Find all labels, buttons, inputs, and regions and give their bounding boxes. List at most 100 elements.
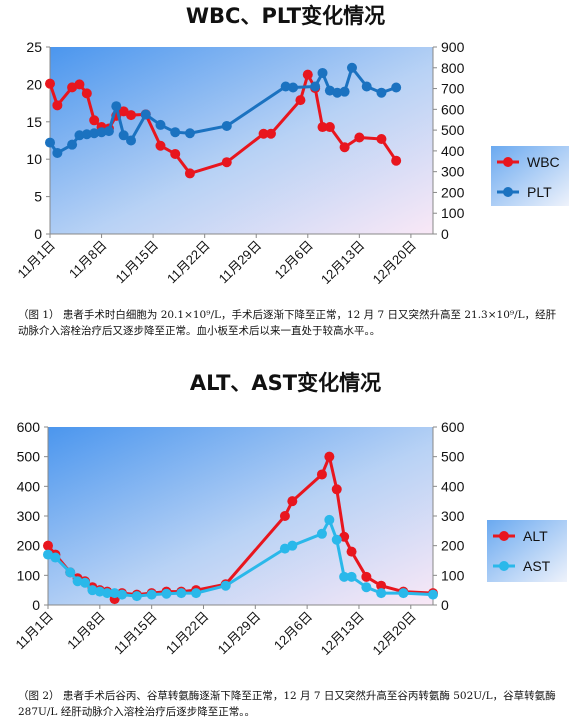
chart1-series-wbc-point [376, 134, 387, 145]
chart2-series-ast-point [161, 588, 172, 599]
chart2-series-ast-point [87, 585, 98, 596]
chart2-series-ast-point [339, 571, 350, 582]
chart2-legend-marker [499, 531, 509, 541]
chart2-alt-ast: 0 100 200 300 400 500 600 0 100 200 300 400 500 600 11… [12, 419, 567, 658]
chart2-series-ast-point [191, 588, 202, 599]
chart1-legend-marker [503, 187, 513, 197]
chart1-x-tick-label: 12月13日 [318, 238, 367, 287]
chart2-series-alt-point [279, 511, 290, 521]
chart1-left-tick-label: 20 [26, 76, 42, 92]
chart1-left-tick-label: 5 [34, 189, 42, 205]
chart1-series-wbc-point [221, 157, 232, 168]
chart1-series-wbc-point [354, 132, 365, 143]
chart2-x-tick-label: 12月20日 [369, 609, 418, 658]
chart2-right-tick-label: 500 [441, 449, 465, 465]
chart2-right-tick-label: 100 [441, 567, 465, 583]
chart1-series-plt-point [361, 81, 372, 92]
chart1-series-wbc-point [74, 79, 85, 90]
chart1-series-plt-point [310, 81, 321, 92]
chart2-series-alt-point [287, 496, 298, 507]
chart2-x-tick-label: 11月22日 [163, 609, 212, 658]
chart1-series-plt-point [96, 127, 107, 138]
chart1-left-tick-label: 10 [26, 151, 42, 167]
chart1-x-tick-label: 12月6日 [272, 238, 316, 282]
chart1-series-wbc-point [155, 140, 166, 151]
chart2-series-ast-point [80, 577, 91, 588]
chart2-left-tick-label: 200 [17, 538, 41, 554]
chart1-legend-label: PLT [527, 184, 552, 200]
chart1-right-tick-label: 600 [441, 101, 465, 117]
chart1-series-plt-point [89, 128, 100, 139]
chart1-right-tick-label: 500 [441, 122, 465, 138]
chart2-legend-label: AST [523, 558, 551, 574]
chart2-series-ast-point [331, 534, 342, 545]
chart1-right-tick-label: 800 [441, 60, 465, 76]
chart1-series-wbc-point [184, 168, 195, 179]
chart1-caption: （图 1） 患者手术时白细胞为 20.1×10⁹/L，手术后逐渐下降至正常，12… [18, 309, 557, 337]
chart2-series-alt-point [346, 546, 357, 557]
chart2-x-tick-label: 11月15日 [111, 609, 160, 658]
chart2-series-ast-point [94, 586, 105, 597]
chart1-series-wbc-point [265, 128, 276, 139]
chart1-series-wbc-point [295, 95, 306, 106]
chart2-series-ast-point [220, 580, 231, 591]
chart1-series-wbc-point [52, 100, 63, 111]
chart2-series-alt-point [376, 580, 387, 591]
chart2-right-tick-label: 0 [441, 597, 449, 613]
chart2-series-alt-point [43, 540, 53, 551]
chart2-legend-label: ALT [523, 528, 548, 544]
chart2-left-tick-label: 300 [17, 508, 41, 524]
chart2-series-ast-point [287, 540, 298, 551]
chart1-series-plt-point [391, 82, 402, 93]
chart2-series-ast-point [398, 588, 409, 599]
chart2-series-ast-point [361, 582, 372, 593]
chart1-left-tick-label: 25 [26, 39, 42, 55]
chart1-series-wbc-point [391, 155, 402, 166]
chart1-series-plt-point [67, 139, 78, 150]
chart1-x-tick-label: 11月8日 [66, 238, 110, 282]
chart1-left-tick-label: 0 [34, 226, 42, 242]
chart2-series-ast-point [176, 588, 187, 599]
chart2-series-alt-point [361, 571, 372, 582]
chart1-series-plt-point [288, 82, 299, 93]
chart1-series-plt-point [140, 109, 151, 120]
chart1-series-plt-point [317, 67, 328, 78]
chart2-series-alt-point [331, 484, 342, 495]
chart1-right-tick-label: 900 [441, 39, 465, 55]
chart1-series-plt-point [332, 87, 343, 98]
chart1-series-plt-point [346, 62, 357, 73]
chart2-series-ast-point [117, 589, 128, 600]
chart2-x-tick-label: 11月29日 [215, 609, 264, 658]
chart1-series-plt-point [81, 129, 92, 140]
chart1-series-plt-point [376, 87, 387, 98]
chart1-left-tick-label: 15 [26, 114, 42, 130]
chart1-legend [491, 146, 569, 206]
chart1-wbc-plt: 0 5 10 15 20 25 0 100 200 300 400 500 600 700 800 900 11… [14, 39, 569, 287]
chart2-x-tick-label: 11月1日 [12, 609, 56, 653]
chart2-series-alt-point [324, 451, 335, 462]
chart2-series-ast-point [146, 589, 157, 600]
chart2-series-ast-point [316, 528, 327, 539]
chart2-series-ast-point [102, 588, 113, 599]
chart2-title: ALT、AST变化情况 [189, 371, 382, 395]
chart2-x-tick-label: 12月13日 [318, 609, 367, 658]
chart2-right-tick-label: 200 [441, 538, 465, 554]
chart1-series-plt-point [221, 120, 232, 131]
chart1-x-tick-label: 11月29日 [216, 238, 265, 287]
chart1-series-wbc-point [324, 122, 335, 133]
chart1-right-tick-label: 700 [441, 81, 465, 97]
chart2-series-ast-point [72, 576, 83, 587]
chart1-series-wbc-point [89, 115, 100, 126]
chart2-left-tick-label: 400 [17, 478, 41, 494]
chart2-series-ast-point [428, 589, 438, 600]
chart1-title: WBC、PLT变化情况 [185, 4, 386, 28]
chart1-right-tick-label: 300 [441, 164, 465, 180]
chart2-x-tick-label: 11月8日 [64, 609, 108, 653]
chart1-series-plt-point [339, 86, 350, 97]
chart2-caption: （图 2） 患者手术后谷丙、谷草转氨酶逐渐下降至正常，12 月 7 日又突然升高… [18, 690, 556, 718]
chart1-series-plt-point [111, 101, 122, 112]
chart1-right-tick-label: 200 [441, 184, 465, 200]
chart2-series-ast-point [109, 588, 120, 599]
chart1-series-wbc-point [317, 122, 328, 133]
chart1-series-wbc-point [258, 128, 269, 139]
